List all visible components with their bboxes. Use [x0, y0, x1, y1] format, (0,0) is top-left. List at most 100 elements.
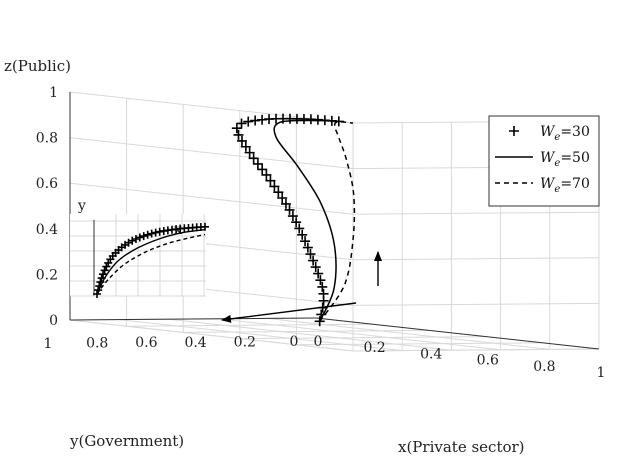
legend-symbol: W [540, 150, 556, 166]
series-marker [302, 242, 313, 253]
inset-marker [99, 270, 108, 279]
series-marker [236, 118, 247, 129]
series-marker [261, 169, 272, 180]
legend-marker-plus [509, 126, 519, 136]
floor-grid-line [126, 323, 373, 327]
floor-grid-line [296, 342, 543, 346]
side-wall-grid-line [352, 257, 600, 261]
z-axis-label: z(Public) [4, 57, 71, 75]
floor-grid-line [119, 319, 403, 352]
y-tick-label: 1 [44, 336, 53, 352]
series-line-1 [273, 119, 339, 322]
series-marker [318, 288, 329, 299]
x-tick-label: 0.6 [477, 353, 499, 369]
side-wall-grid-line [352, 211, 600, 215]
series-marker [269, 181, 280, 192]
direction-arrows [221, 251, 382, 323]
y-axis-label: y(Government) [69, 432, 184, 450]
inset-marker [135, 233, 144, 242]
inset-marker [147, 229, 156, 238]
series-layer [231, 113, 356, 327]
inset-y-label: y [77, 198, 86, 214]
back-wall-grid-line [69, 137, 354, 170]
back-wall-grid-line [69, 182, 354, 215]
series-we30-markers [231, 113, 344, 327]
legend-symbol: W [540, 124, 556, 140]
x-axis-line [315, 317, 600, 350]
back-wall-grid-line [69, 319, 354, 352]
x-tick-label: 0.2 [363, 340, 385, 356]
x-tick-label: 0 [314, 334, 323, 350]
floor-grid-line [183, 329, 430, 333]
x-axis-label: x(Private sector) [398, 438, 525, 456]
x-tick-label: 0.8 [533, 359, 555, 375]
series-marker [287, 211, 298, 222]
series-marker [310, 262, 321, 273]
inset-marker [143, 230, 152, 239]
series-marker [313, 268, 324, 279]
legend-subscript: e [554, 132, 560, 143]
series-line-2 [319, 121, 356, 322]
legend-entry-label: We=50 [540, 150, 590, 169]
x-tick-label: 0.4 [420, 346, 442, 362]
series-marker [305, 249, 316, 260]
side-wall-grid-line [352, 348, 600, 352]
series-marker [233, 129, 244, 140]
y-tick-label: 0.2 [234, 334, 256, 350]
legend-entry-label: We=70 [540, 176, 590, 195]
legend-value: =50 [560, 150, 590, 166]
z-tick-label: 0.8 [36, 131, 58, 147]
inset-marker [151, 228, 160, 237]
series-marker [315, 275, 326, 286]
series-marker [252, 158, 263, 169]
z-tick-label: 0.4 [36, 222, 58, 238]
side-wall-grid-line [352, 302, 600, 306]
z-tick-label: 0.6 [36, 176, 58, 192]
legend-symbol: W [540, 176, 556, 192]
series-marker [317, 281, 328, 292]
series-marker [231, 123, 242, 134]
x-tick-label: 1 [597, 365, 606, 381]
series-marker [291, 217, 302, 228]
series-marker [273, 187, 284, 198]
y-tick-label: 0.8 [86, 336, 108, 352]
legend-box [488, 115, 600, 207]
series-marker [240, 141, 251, 152]
back-wall-grid-line [69, 91, 354, 124]
y-tick-label: 0.4 [184, 335, 206, 351]
series-marker [244, 147, 255, 158]
series-marker [277, 193, 288, 204]
z-tick-label: 0.2 [36, 267, 58, 283]
series-marker [294, 223, 305, 234]
inset-series-line-1 [96, 228, 206, 295]
series-marker [297, 229, 308, 240]
series-marker [280, 198, 291, 209]
floor-grid-line [168, 318, 452, 351]
series-marker [300, 236, 311, 247]
floor-grid-line [239, 336, 486, 340]
series-marker [284, 204, 295, 215]
y-tick-label: 0 [290, 334, 299, 350]
z-tick-label: 0 [49, 313, 58, 329]
legend-subscript: e [554, 184, 560, 195]
inset-marker [201, 222, 209, 231]
series-marker [257, 164, 268, 175]
inset-marker [100, 266, 109, 275]
series-marker [308, 255, 319, 266]
series-marker [248, 153, 259, 164]
series-marker [243, 116, 254, 127]
z-tick-label: 1 [49, 85, 58, 101]
inset-marker [128, 236, 137, 245]
series-marker [265, 175, 276, 186]
floor-grid-line [217, 318, 501, 351]
inset-x-label: x [174, 222, 182, 238]
inset-marker [131, 234, 140, 243]
tick-layer: 0000.20.20.20.40.40.40.60.60.60.80.80.81… [36, 85, 606, 381]
arrow-toward-y [221, 302, 357, 323]
y-tick-label: 0.6 [135, 335, 157, 351]
legend-value: =70 [560, 176, 590, 192]
y-axis-line [69, 317, 317, 321]
inset-panel: yx [70, 198, 209, 298]
